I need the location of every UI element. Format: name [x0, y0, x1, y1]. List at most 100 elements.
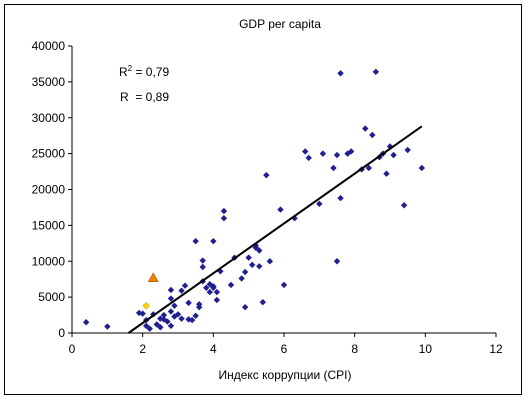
data-point — [213, 288, 221, 296]
data-point — [280, 281, 288, 289]
data-point — [199, 263, 206, 271]
data-point — [181, 282, 189, 289]
data-point — [153, 321, 160, 328]
data-point — [157, 324, 164, 331]
y-tick-label: 0 — [58, 326, 65, 340]
x-tick-label: 6 — [281, 342, 288, 356]
data-point — [266, 258, 274, 265]
r-squared-base: R — [119, 65, 128, 79]
data-point — [347, 148, 355, 155]
data-point — [333, 151, 341, 159]
data-point — [203, 284, 210, 291]
data-point — [302, 148, 309, 155]
data-point — [256, 263, 263, 270]
data-point — [192, 312, 199, 319]
data-point — [333, 258, 341, 265]
trendline-group — [127, 125, 423, 334]
x-tick-label: 8 — [351, 342, 358, 356]
highlight-point-diamond — [142, 301, 150, 310]
data-point — [220, 215, 228, 222]
data-point — [372, 68, 380, 76]
chart-frame — [4, 4, 522, 395]
x-tick-label: 10 — [419, 342, 433, 356]
data-point — [213, 296, 221, 304]
data-point — [337, 70, 344, 77]
data-point — [365, 164, 372, 172]
data-point — [160, 311, 168, 319]
y-tick-label: 5000 — [38, 290, 65, 304]
data-point — [178, 287, 185, 294]
data-point — [160, 316, 168, 323]
data-point — [369, 131, 376, 139]
data-point — [259, 298, 266, 306]
x-tick-label: 0 — [69, 342, 76, 356]
data-point — [167, 308, 175, 315]
data-point — [241, 303, 249, 311]
y-tick-label: 35000 — [32, 75, 66, 89]
y-tick-label: 25000 — [32, 147, 66, 161]
data-point — [316, 200, 323, 208]
y-tick-label: 10000 — [32, 254, 66, 268]
y-tick-label: 40000 — [32, 39, 66, 53]
y-tick-label: 20000 — [32, 183, 66, 197]
data-point — [252, 242, 259, 249]
data-point — [418, 164, 425, 172]
data-point — [82, 319, 90, 326]
r-squared-annotation: R2 = 0,79 — [119, 64, 169, 79]
data-point — [220, 207, 228, 215]
x-tick-label: 12 — [489, 342, 503, 356]
data-point — [249, 261, 256, 269]
data-point — [210, 237, 217, 245]
r-squared-superscript: 2 — [128, 64, 133, 73]
y-tick-label: 30000 — [32, 111, 66, 125]
data-point — [362, 125, 369, 132]
data-point — [143, 322, 150, 330]
data-point — [167, 322, 175, 330]
data-point — [277, 206, 284, 213]
data-point — [164, 318, 171, 325]
data-point — [256, 247, 263, 254]
data-point — [319, 150, 327, 157]
data-point — [206, 288, 213, 296]
data-point — [210, 284, 217, 291]
data-point — [199, 257, 206, 264]
data-point — [188, 316, 196, 324]
data-point — [400, 202, 408, 209]
x-axis-tick-labels: 0 2 4 6 8 10 12 — [69, 342, 503, 356]
x-tick-label: 4 — [210, 342, 217, 356]
r-annotation: R = 0,89 — [120, 90, 169, 104]
data-point — [245, 254, 252, 261]
data-points — [82, 68, 425, 332]
data-point — [146, 325, 153, 332]
data-point — [167, 286, 175, 294]
data-point — [196, 303, 203, 311]
data-point — [150, 311, 157, 318]
y-axis-tick-labels: 0 5000 10000 15000 20000 25000 30000 35000 40000 — [32, 39, 66, 340]
x-tick-label: 2 — [139, 342, 146, 356]
data-point — [167, 295, 175, 302]
data-point — [174, 311, 182, 318]
data-point — [383, 170, 390, 177]
data-point — [330, 164, 337, 172]
x-axis-title: Индекс коррупции (CPI) — [218, 368, 351, 382]
data-point — [241, 268, 249, 276]
data-point — [337, 194, 344, 202]
data-point — [139, 310, 146, 317]
trendline — [127, 125, 423, 334]
data-point — [178, 315, 185, 322]
data-point — [390, 151, 397, 159]
data-point — [238, 275, 245, 282]
y-tick-label: 15000 — [32, 218, 66, 232]
axes — [68, 45, 497, 337]
data-point — [227, 281, 235, 289]
data-point — [171, 302, 178, 309]
highlight-point-triangle — [147, 272, 159, 283]
chart-title: GDP per capita — [239, 17, 321, 31]
data-point — [305, 154, 312, 162]
data-point — [192, 237, 199, 245]
data-point — [185, 299, 192, 307]
data-point — [104, 323, 111, 330]
data-point — [404, 146, 411, 154]
data-point — [263, 171, 270, 179]
